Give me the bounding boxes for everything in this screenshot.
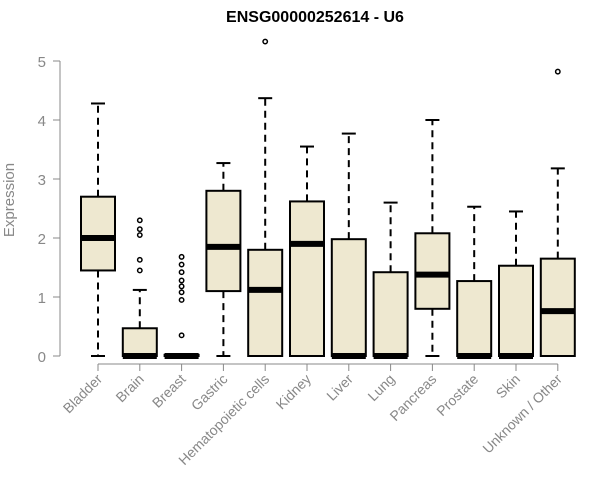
box-body <box>289 200 325 357</box>
y-axis-label: Expression <box>1 163 18 237</box>
x-tick-label: Bladder <box>60 371 106 417</box>
y-tick-label: 0 <box>38 349 46 366</box>
box-kidney <box>289 145 325 357</box>
y-tick-label: 5 <box>38 54 46 71</box>
box-breast <box>163 253 200 359</box>
y-axis: 0 1 2 3 4 5 <box>38 54 61 366</box>
x-tick-label: Liver <box>323 371 356 404</box>
outlier-point <box>136 267 143 274</box>
outlier-point <box>262 38 269 45</box>
box-body <box>80 195 116 272</box>
outlier-point <box>178 261 185 268</box>
x-tick-label: Brain <box>112 371 146 405</box>
x-tick-label: Lung <box>364 371 397 404</box>
box-gastric <box>205 162 242 357</box>
outlier-point <box>178 289 185 296</box>
outlier-point <box>554 68 561 75</box>
outlier-point <box>178 269 185 276</box>
outlier-point <box>178 253 185 260</box>
y-tick-label: 1 <box>38 290 46 307</box>
box-liver <box>330 132 367 359</box>
box-body <box>414 232 451 310</box>
outlier-point <box>178 283 185 290</box>
box-body <box>121 327 158 357</box>
box-body <box>247 248 284 357</box>
boxes-layer <box>80 38 576 359</box>
outlier-point <box>136 226 143 233</box>
outlier-point <box>136 256 143 263</box>
box-pancreas <box>414 119 451 357</box>
box-prostate <box>456 205 493 359</box>
outlier-point <box>178 277 185 284</box>
box-unknown-other <box>539 68 576 357</box>
x-tick-label: Prostate <box>433 371 481 419</box>
box-bladder <box>80 102 116 357</box>
box-body <box>456 280 493 358</box>
chart-title: ENSG00000252614 - U6 <box>226 9 404 26</box>
outlier-point <box>178 332 185 339</box>
box-brain <box>121 217 158 359</box>
x-tick-label: Kidney <box>273 371 315 413</box>
x-tick-label: Unknown / Other <box>479 371 565 457</box>
x-tick-label: Breast <box>149 371 189 411</box>
outlier-point <box>178 297 185 303</box>
box-skin <box>498 210 534 359</box>
outlier-point <box>136 232 143 239</box>
outlier-point <box>136 217 143 224</box>
box-body <box>498 264 534 358</box>
box-body <box>205 189 242 293</box>
box-lung <box>372 201 409 359</box>
y-tick-label: 3 <box>38 172 46 189</box>
box-body <box>330 238 367 357</box>
box-body <box>539 257 576 357</box>
box-hematopoietic-cells <box>247 38 284 357</box>
box-body <box>372 271 409 357</box>
y-tick-label: 2 <box>38 231 46 248</box>
y-tick-label: 4 <box>38 113 46 130</box>
x-tick-label: Skin <box>493 371 524 402</box>
